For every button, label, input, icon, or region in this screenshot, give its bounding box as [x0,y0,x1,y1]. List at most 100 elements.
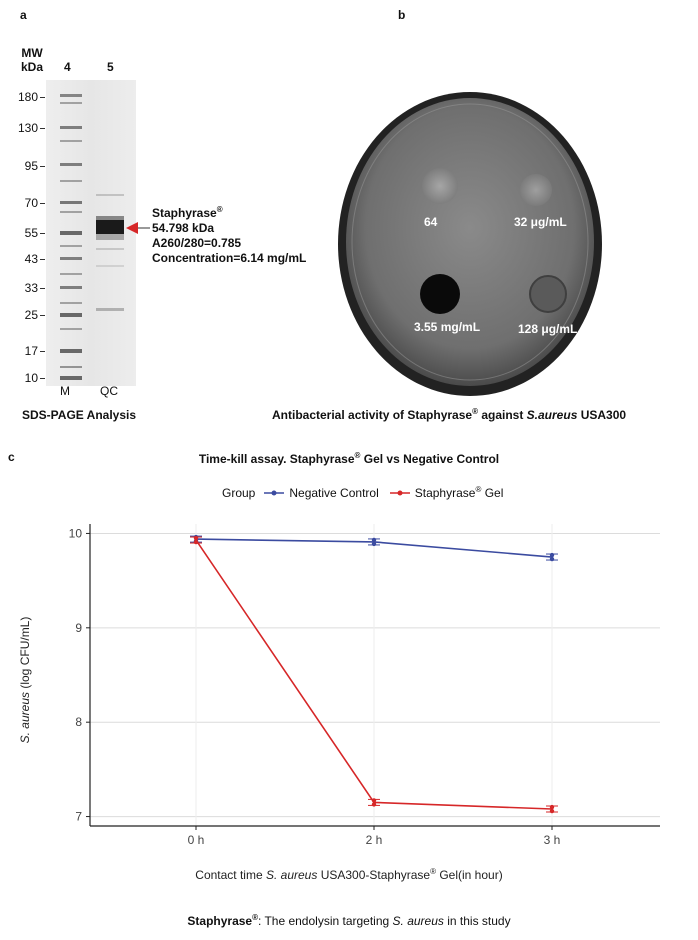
mw-label-line1: MW [21,46,43,60]
legend-item-negative-control: Negative Control [289,486,379,500]
lane-label-qc: QC [100,384,118,398]
tick-labels: 7 8 9 10 0 h 2 h 3 h [69,526,561,847]
data-point [371,541,377,547]
footer-name: Staphyrase [187,914,253,928]
y-tick-label-7: 7 [75,810,82,824]
legend-swatch-staphyrase [389,490,410,496]
data-point [371,537,377,543]
panel-a-letter: a [20,8,27,22]
mw-tick-mark [40,288,45,289]
footer-text-italic: S. aureus [392,914,444,928]
mw-tick-70: 70 [24,196,38,210]
panel-b-letter: b [398,8,406,22]
zone-label-bottom-right: 128 μg/mL [518,322,578,336]
zone-bottom-left [420,274,460,314]
caption-b-reg: ® [472,407,478,416]
xlabel-reg: ® [430,867,436,876]
panel-c-letter: c [8,450,15,464]
mw-tick-mark [40,259,45,260]
data-point [193,539,199,545]
series [190,534,558,814]
mw-tick-180: 180 [17,90,38,104]
mw-tick-mark [40,315,45,316]
panel-b-caption: Antibacterial activity of Staphyrase® ag… [272,407,627,423]
annotation-name: Staphyrase [152,206,217,220]
series-1 [190,535,558,814]
mw-tick-55: 55 [24,226,38,240]
mw-tick-10: 10 [24,371,38,385]
agar-plate-image [338,92,602,396]
y-axis-label: S. aureus (log CFU/mL) [18,600,34,760]
ylabel-italic: S. aureus [18,691,32,744]
marker-lane [60,94,82,380]
lane-number-4: 4 [64,60,71,74]
x-tick-label-1: 2 h [366,833,383,847]
legend-item-2-reg: ® [475,485,482,494]
zone-label-top-left: 64 [424,215,438,229]
band-arrow-icon [126,222,150,234]
legend-swatch-negative-control [264,490,285,496]
mw-axis-label: MW kDa [18,46,46,74]
annotation-concentration: Concentration=6.14 mg/mL [152,251,307,265]
mw-tick-mark [40,203,45,204]
chart-title-pre: Time-kill assay. Staphyrase [198,452,355,466]
mw-tick-25: 25 [24,308,38,322]
time-kill-chart: 7 8 9 10 0 h 2 h 3 h [69,524,660,847]
annotation-reg: ® [216,205,223,214]
footer-text-pre: : The endolysin targeting [258,914,393,928]
lane-number-5: 5 [107,60,114,74]
zone-label-top-right: 32 μg/mL [514,215,567,229]
grid-lines [90,524,660,826]
mw-tick-43: 43 [24,252,38,266]
chart-title: Time-kill assay. Staphyrase® Gel vs Nega… [0,451,698,467]
data-point [549,808,555,814]
annotation-mw: 54.798 kDa [152,221,215,235]
x-tick-label-0: 0 h [188,833,205,847]
mw-tick-mark [40,128,45,129]
data-point [193,535,199,541]
y-tick-label-10: 10 [69,526,83,540]
mw-label-line2: kDa [20,60,43,74]
mw-tick-mark [40,378,45,379]
legend-item-2-post: Gel [481,486,504,500]
chart-legend: Group Negative Control Staphyrase® Gel [222,485,504,501]
caption-b-pre: Antibacterial activity of Staphyrase [272,408,473,422]
zone-label-bottom-left: 3.55 mg/mL [414,320,481,334]
x-axis-label: Contact time S. aureus USA300-Staphyrase… [0,867,698,883]
caption-b-mid: against [477,408,527,422]
data-point [371,798,377,803]
x-tick-label-2: 3 h [544,833,561,847]
staphyrase-annotation: Staphyrase® 54.798 kDa A260/280=0.785 Co… [152,206,306,266]
caption-b-post: USA300 [577,408,627,422]
y-tick-label-9: 9 [75,621,82,635]
data-point [549,556,555,562]
zone-bottom-right [529,275,567,313]
annotation-ratio: A260/280=0.785 [152,236,242,250]
axes [89,524,660,827]
zone-top-right [520,174,552,206]
y-tick-label-8: 8 [75,715,82,729]
mw-tick-mark [40,97,45,98]
chart-title-reg: ® [354,451,361,460]
xlabel-italic: S. aureus [265,868,318,882]
sds-page-gel [46,80,136,386]
mw-tick-mark [40,351,45,352]
xlabel-pre: Contact time [195,868,266,882]
legend-item-2-name: Staphyrase [414,486,476,500]
footer-note: Staphyrase®: The endolysin targeting S. … [0,913,698,929]
data-point [371,802,377,807]
chart-title-post: Gel vs Negative Control [360,452,500,466]
xlabel-mid: USA300-Staphyrase [317,868,431,882]
data-point [549,552,555,558]
legend-title: Group [222,486,256,500]
caption-b-italic: S.aureus [526,408,578,422]
lane-label-m: M [60,384,70,398]
panel-a-caption: SDS-PAGE Analysis [22,408,137,422]
xlabel-post: Gel(in hour) [436,868,503,882]
data-point [549,804,555,810]
mw-tick-33: 33 [24,281,38,295]
footer-reg: ® [252,913,258,922]
footer-text-post: in this study [443,914,511,928]
mw-tick-mark [40,233,45,234]
ylabel-post: (log CFU/mL) [18,616,32,692]
